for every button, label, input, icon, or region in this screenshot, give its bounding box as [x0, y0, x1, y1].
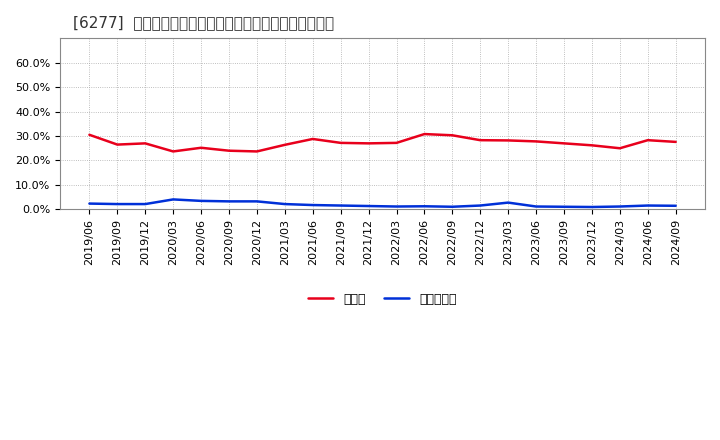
Legend: 現預金, 有利子負債: 現預金, 有利子負債: [303, 288, 462, 311]
現預金: [197, 145, 205, 150]
現預金: [559, 141, 568, 146]
現預金: [225, 148, 233, 154]
有利子負債: [197, 198, 205, 204]
有利子負債: [671, 203, 680, 209]
有利子負債: [559, 204, 568, 209]
現預金: [671, 139, 680, 144]
有利子負債: [169, 197, 178, 202]
現預金: [448, 132, 456, 138]
現預金: [336, 140, 345, 146]
現預金: [308, 136, 317, 142]
有利子負債: [336, 203, 345, 208]
有利子負債: [392, 204, 401, 209]
現預金: [504, 138, 513, 143]
有利子負債: [281, 202, 289, 207]
現預金: [85, 132, 94, 137]
現預金: [644, 138, 652, 143]
有利子負債: [113, 202, 122, 207]
現預金: [420, 132, 428, 137]
有利子負債: [588, 204, 596, 209]
有利子負債: [644, 203, 652, 208]
Text: [6277]  現預金、有利子負債の総資産に対する比率の推移: [6277] 現預金、有利子負債の総資産に対する比率の推移: [73, 15, 334, 30]
有利子負債: [85, 201, 94, 206]
有利子負債: [476, 203, 485, 208]
有利子負債: [616, 204, 624, 209]
現預金: [113, 142, 122, 147]
有利子負債: [448, 204, 456, 209]
有利子負債: [308, 202, 317, 208]
有利子負債: [253, 199, 261, 204]
有利子負債: [532, 204, 541, 209]
現預金: [476, 138, 485, 143]
Line: 有利子負債: 有利子負債: [89, 199, 675, 207]
現預金: [364, 141, 373, 146]
有利子負債: [364, 203, 373, 209]
現預金: [532, 139, 541, 144]
現預金: [253, 149, 261, 154]
現預金: [588, 143, 596, 148]
現預金: [392, 140, 401, 146]
有利子負債: [225, 199, 233, 204]
現預金: [281, 142, 289, 147]
現預金: [616, 146, 624, 151]
有利子負債: [420, 204, 428, 209]
現預金: [169, 149, 178, 154]
Line: 現預金: 現預金: [89, 134, 675, 151]
現預金: [141, 141, 150, 146]
有利子負債: [504, 200, 513, 205]
有利子負債: [141, 202, 150, 207]
